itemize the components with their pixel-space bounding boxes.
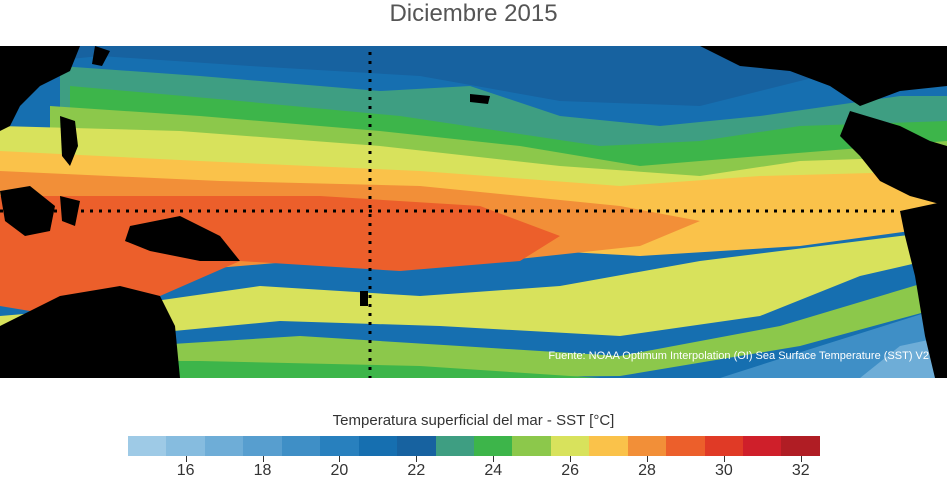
colorbar-swatch (320, 436, 359, 456)
colorbar-tick-label: 24 (484, 462, 503, 479)
sst-map: Fuente: NOAA Optimum Interpolation (OI) … (0, 46, 947, 378)
colorbar-tick-label: 32 (791, 462, 810, 479)
land-north-america (700, 46, 947, 106)
colorbar-swatch (704, 436, 743, 456)
land-australia (0, 286, 180, 378)
ocean-band-north-1 (0, 46, 947, 106)
colorbar-tick-label: 16 (176, 462, 195, 479)
colorbar-swatch (243, 436, 282, 456)
sst-map-canvas (0, 46, 947, 378)
colorbar-tick-mark (262, 456, 264, 462)
colorbar-swatch (435, 436, 474, 456)
colorbar-tick-label: 26 (561, 462, 579, 479)
colorbar-tick-mark (800, 456, 802, 462)
colorbar-tick-mark (647, 456, 648, 462)
colorbar-swatch (627, 436, 667, 456)
colorbar-tick-label: 22 (407, 462, 426, 479)
colorbar-tick-label: 20 (330, 462, 349, 479)
colorbar-tick-mark (416, 456, 418, 462)
colorbar-tick-mark (493, 456, 495, 462)
colorbar-label: Temperatura superficial del mar - SST [°… (332, 412, 615, 429)
colorbar-tick-mark (185, 456, 187, 462)
colorbar-tick-label: 28 (638, 462, 656, 479)
colorbar-tick-mark (723, 456, 725, 462)
ocean-band-south-warm (0, 231, 947, 341)
colorbar-ticks: 16 18 20 22 24 26 28 30 32 (128, 436, 820, 480)
ocean-band-south-colder (860, 336, 947, 378)
map-title: Diciembre 2015 (389, 0, 558, 27)
land-asia (0, 46, 80, 131)
ocean-band-north-3 (70, 86, 947, 181)
land-japan (92, 46, 110, 66)
colorbar-swatch (281, 436, 321, 456)
colorbar-tick-mark (339, 456, 341, 462)
colorbar-swatch (550, 436, 590, 456)
land-new-guinea (125, 216, 240, 261)
colorbar-swatch (397, 436, 436, 456)
ocean-band-south-1 (0, 276, 947, 378)
colorbar-tick-label: 18 (253, 462, 272, 479)
colorbar-swatch (589, 436, 628, 456)
colorbar (128, 436, 820, 456)
colorbar-swatch (204, 436, 244, 456)
colorbar-swatch (743, 436, 782, 456)
colorbar-tick-label: 30 (714, 462, 733, 479)
colorbar-swatch (666, 436, 705, 456)
colorbar-swatch (473, 436, 513, 456)
colorbar-tick-mark (570, 456, 572, 462)
colorbar-swatch (166, 436, 205, 456)
land-south-america (900, 201, 947, 378)
data-source-credit: Fuente: NOAA Optimum Interpolation (OI) … (548, 350, 929, 362)
land-central-america (840, 111, 947, 206)
colorbar-swatch (128, 436, 167, 456)
colorbar-swatch (512, 436, 551, 456)
land-sulawesi (60, 196, 80, 226)
land-philippines (60, 116, 78, 166)
colorbar-swatch (358, 436, 398, 456)
colorbar-swatch (781, 436, 820, 456)
